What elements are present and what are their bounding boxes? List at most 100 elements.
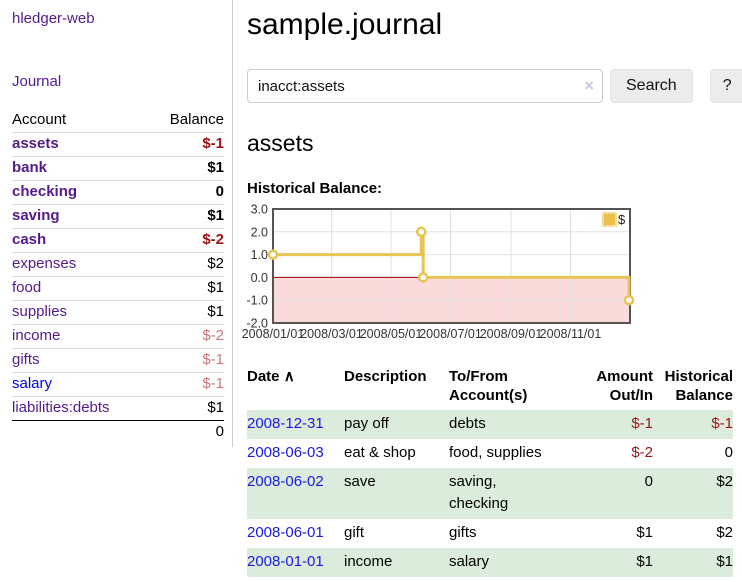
amount-cell: 0 [573,468,653,519]
account-link[interactable]: cash [12,231,47,248]
register-row: 2008-12-31 pay off debts $-1 $-1 [247,410,733,439]
x-tick-label: 2008/07/01 [419,327,482,341]
register-row: 2008-06-03 eat & shop food, supplies $-2 0 [247,439,733,468]
amount-cell: $1 [636,524,653,541]
balance-cell: $2 [716,524,733,541]
account-balance: $2 [207,255,224,272]
page-title: sample.journal [247,8,443,41]
amount-cell: $1 [573,548,653,577]
account-row: supplies $1 [12,300,224,325]
account-link[interactable]: income [12,327,61,344]
description-cell: income [344,548,449,577]
account-link[interactable]: bank [12,159,48,176]
y-tick-label: -2.0 [246,317,268,331]
register-row: 2008-01-01 income salary $1 $1 [247,548,733,577]
x-tick-label: 2008/11/01 [540,327,602,341]
y-tick-label: 2.0 [251,225,268,239]
account-row: expenses $2 [12,252,224,277]
data-point-marker [267,249,279,260]
account-balance: $-2 [202,231,224,248]
accounts-cell: gifts [449,524,477,541]
account-row: food $1 [12,276,224,301]
y-tick-label: 0.0 [251,271,268,285]
account-balance: $-1 [202,351,224,368]
accounts-cell: saving, checking [449,468,573,519]
register-header-row: Date ∧ Description To/From Account(s) Am… [247,365,733,410]
account-row: gifts $-1 [12,348,224,373]
register-row: 2008-06-02 save saving, checking 0 $2 [247,468,733,519]
description-cell: eat & shop [344,444,416,461]
balance-cell: $1 [653,548,733,577]
account-balance: $1 [207,159,224,176]
account-link[interactable]: gifts [12,351,40,368]
account-balance: $1 [207,303,224,320]
accounts-header-balance: Balance [169,111,224,128]
account-link[interactable]: assets [12,135,59,152]
account-balance: $1 [207,399,224,416]
account-row: cash $-2 [12,228,224,253]
account-link[interactable]: saving [12,207,60,224]
amount-cell: $-2 [631,444,653,461]
account-link[interactable]: liabilities:debts [12,399,110,416]
sort-ascending-icon: ∧ [283,368,295,385]
clear-search-icon[interactable]: × [584,76,594,95]
balance-cell: $-1 [653,410,733,439]
sidebar-item-journal[interactable]: Journal [12,73,62,90]
chart-title: Historical Balance: [247,180,383,197]
register-header-date[interactable]: Date ∧ [247,368,295,385]
register-header-amount: Amount Out/In [596,368,653,404]
description-cell: pay off [344,410,449,439]
data-point-marker [416,226,427,238]
amount-cell: $-1 [573,410,653,439]
accounts-total-value: 0 [148,420,224,444]
search-button[interactable]: Search [610,69,693,103]
app-title-link[interactable]: hledger-web [12,10,95,27]
y-tick-label: 3.0 [251,203,268,217]
main-content: sample.journal × Search ? assets Histori… [233,0,742,582]
register-header-description: Description [344,368,427,385]
date-link[interactable]: 2008-06-02 [247,473,324,490]
x-tick-label: 2008/09/01 [480,327,543,341]
account-link[interactable]: supplies [12,303,68,320]
x-tick-label: 2008/01/01 [242,327,305,341]
accounts-table: Account Balance assets $-1 bank $1 checking 0… [12,108,224,444]
legend-label: $ [618,212,626,227]
date-link[interactable]: 2008-06-01 [247,524,324,541]
account-balance: $1 [207,207,224,224]
account-link[interactable]: checking [12,183,78,200]
date-link[interactable]: 2008-01-01 [247,553,324,570]
account-link[interactable]: salary [12,375,53,392]
search-form: × Search ? [247,69,742,103]
date-link[interactable]: 2008-12-31 [247,415,324,432]
accounts-table-body: assets $-1 bank $1 checking 0 saving $1 cash $-2 e… [12,132,224,421]
accounts-total-row: 0 [12,420,224,444]
date-link[interactable]: 2008-06-03 [247,444,324,461]
accounts-cell: debts [449,410,573,439]
help-button[interactable]: ? [709,69,742,103]
account-link[interactable]: expenses [12,255,77,272]
register-header-balance: Historical Balance [664,368,733,404]
register-table-body: 2008-12-31 pay off debts $-1 $-1 2008-06-03 ea… [247,410,733,577]
y-tick-label: -1.0 [246,294,268,308]
account-row: liabilities:debts $1 [12,396,224,421]
x-tick-label: 2008/05/01 [360,327,423,341]
account-balance: $-2 [202,327,224,344]
sidebar: hledger-web Journal Account Balance asse… [0,0,233,447]
account-row: bank $1 [12,156,224,181]
account-row: assets $-1 [12,132,224,157]
account-row: saving $1 [12,204,224,229]
x-tick-label: 2008/03/01 [300,327,363,341]
plot-border [272,208,631,324]
account-heading: assets [247,130,314,156]
description-cell: save [344,468,449,519]
legend-swatch [602,212,617,227]
account-balance: $-1 [202,375,224,392]
balance-cell: $2 [653,468,733,519]
search-input[interactable] [247,69,603,103]
accounts-header-account: Account [12,111,67,128]
accounts-cell: food, supplies [449,444,542,461]
register-header-accounts: To/From Account(s) [449,368,528,404]
data-point-marker [417,272,429,283]
account-balance: $1 [207,279,224,296]
account-link[interactable]: food [12,279,42,296]
